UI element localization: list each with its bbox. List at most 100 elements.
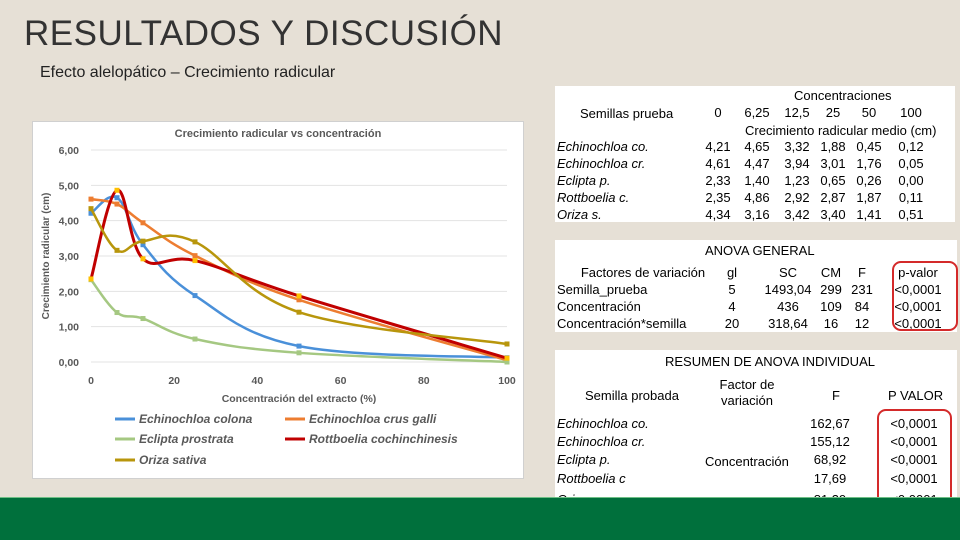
anova-general-cell: <0,0001 [894,316,942,331]
anova-general-table: ANOVA GENERAL Factores de variación gl SC C… [555,240,957,332]
anova-individual-p: <0,0001 [890,452,938,467]
data-point [192,239,198,245]
x-tick-label: 40 [252,375,264,387]
y-tick-label: 1,00 [59,322,80,334]
anova-general-header: gl [726,265,738,280]
data-point [114,247,120,253]
slide-title: RESULTADOS Y DISCUSIÓN [24,14,504,53]
anova-general-cell: 318,64 [768,316,808,331]
x-tick-label: 60 [335,375,347,387]
x-tick-label: 80 [418,375,430,387]
header-f: F [832,388,840,403]
anova-general-header: F [858,265,866,280]
row-header: Semillas prueba [580,106,674,121]
slide-subtitle: Efecto alelopático – Crecimiento radicul… [40,64,336,81]
conc-col-header: 25 [825,105,841,120]
conc-cell: 0,05 [898,156,924,171]
anova-individual-f: 17,69 [813,471,847,486]
header-p: P VALOR [888,388,944,403]
anova-general-factor: Concentración*semilla [557,316,687,331]
x-tick-label: 0 [88,375,94,387]
pvalue-highlight-general [892,261,958,331]
conc-cell: 1,41 [856,207,882,222]
anova-general-cell: 231 [851,282,873,297]
series-line [89,188,508,360]
x-tick-label: 20 [168,375,180,387]
anova-general-cell: 16 [823,316,839,331]
anova-individual-seed: Echinochloa cr. [557,434,646,449]
anova-general-cell: 12 [854,316,870,331]
data-point [504,359,510,365]
conc-cell: 0,00 [898,173,924,188]
data-point [140,242,146,248]
data-point [296,297,302,303]
conc-cell: 4,34 [705,207,731,222]
anova-general-cell: <0,0001 [894,299,942,314]
data-point [192,336,198,342]
y-tick-label: 4,00 [59,216,80,228]
conc-cell: 2,92 [784,190,810,205]
data-point [114,195,120,201]
conc-cell: 3,01 [820,156,846,171]
anova-general-factor: Concentración [557,299,641,314]
data-point [296,293,302,299]
conc-col-header: 100 [900,105,922,120]
y-tick-label: 0,00 [59,357,80,369]
conc-col-header: 0 [714,105,722,120]
anova-individual-seed: Rottboelia c [557,471,626,486]
data-point [192,258,198,264]
data-point [88,196,94,202]
anova-individual-table: RESUMEN DE ANOVA INDIVIDUAL Semilla prob… [555,350,957,510]
conc-cell: 4,86 [744,190,770,205]
anova-general-header: Factores de variación [580,265,706,280]
anova-general-title: ANOVA GENERAL [705,243,815,258]
conc-row-name: Rottboelia c. [557,190,630,205]
anova-individual-seed: Eclipta p. [557,452,611,467]
footer-bar [0,498,960,540]
conc-row-name: Oriza s. [557,207,602,222]
data-point [140,256,146,262]
anova-general-cell: 84 [854,299,870,314]
data-point [114,187,120,193]
conc-row-name: Echinochloa co. [557,139,649,154]
conc-cell: 2,87 [820,190,846,205]
conc-col-header: 6,25 [744,105,770,120]
conc-cell: 1,88 [820,139,846,154]
data-point [88,276,94,282]
conc-col-header: 50 [861,105,877,120]
conc-cell: 4,47 [744,156,770,171]
anova-individual-f: 162,67 [810,416,850,431]
data-point [88,206,94,212]
anova-individual-seed: Echinochloa co. [557,416,649,431]
conc-row-name: Echinochloa cr. [557,156,646,171]
anova-general-cell: <0,0001 [894,282,942,297]
header-seed: Semilla probada [585,388,679,403]
anova-general-cell: 20 [724,316,740,331]
data-point [140,238,146,244]
conc-cell: 4,21 [705,139,731,154]
data-point [140,316,146,322]
anova-individual-f: 155,12 [810,434,850,449]
factor-label: Concentración [705,454,789,469]
anova-general-header: p-valor [898,265,938,280]
chart-svg: Crecimiento radicular vs concentración 0,… [41,128,516,467]
data-point [192,293,198,299]
conc-cell: 1,40 [744,173,770,188]
conc-cell: 4,65 [744,139,770,154]
conc-cell: 0,26 [856,173,882,188]
data-point [114,201,120,207]
conc-cell: 3,16 [744,207,770,222]
conc-cell: 3,40 [820,207,846,222]
conc-cell: 0,11 [898,190,924,205]
legend-entry: Eclipta prostrata [139,432,234,446]
anova-general-cell: 1493,04 [764,282,812,297]
anova-individual-p: <0,0001 [890,434,938,449]
anova-general-cell: 4 [728,299,736,314]
data-point [114,310,120,316]
y-tick-label: 2,00 [59,286,80,298]
anova-general-cell: 5 [728,282,736,297]
data-point [296,343,302,349]
header-factor: Factor de variación [719,377,775,408]
chart-title: Crecimiento radicular vs concentración [175,128,382,140]
anova-individual-title: RESUMEN DE ANOVA INDIVIDUAL [665,354,875,369]
